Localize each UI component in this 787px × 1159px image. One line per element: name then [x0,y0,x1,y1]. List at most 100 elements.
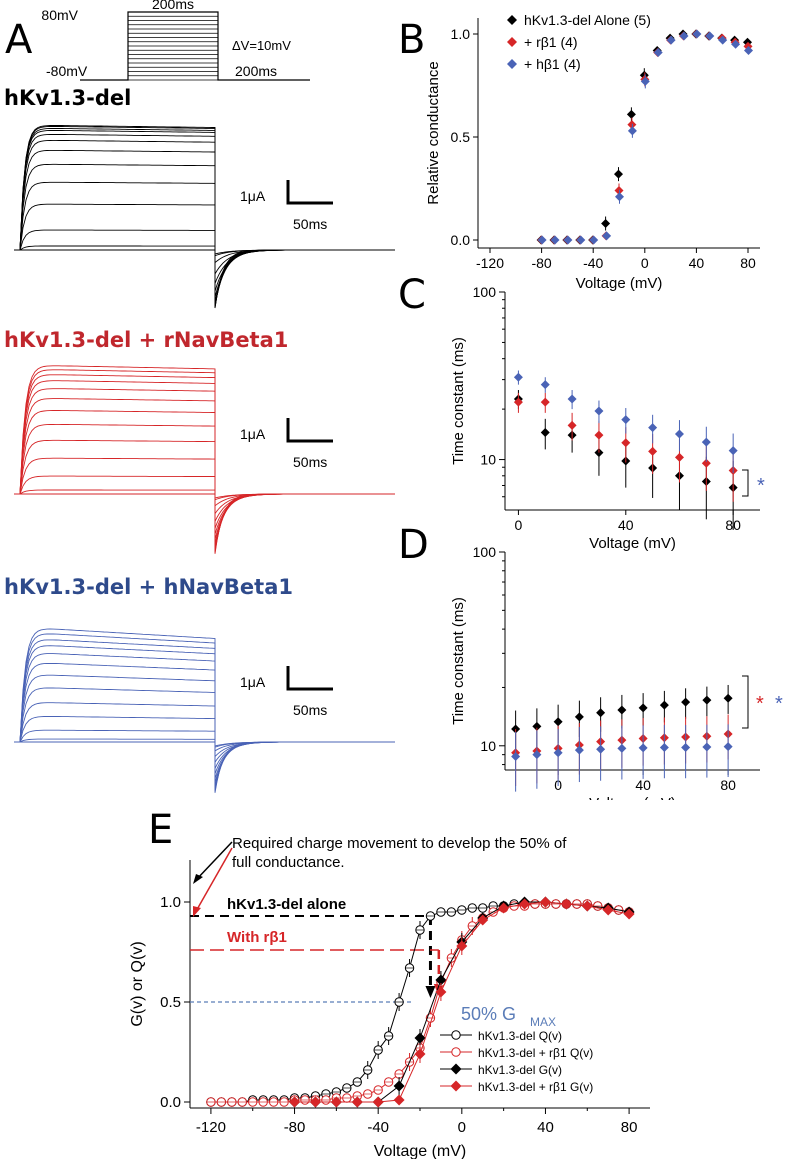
data-point [372,1096,384,1108]
series-2 [537,29,753,245]
trace-family-2 [14,628,395,793]
data-point [718,35,728,45]
data-point [589,235,599,245]
chart-b-conductance: -120 -80 -40 0 40 80 0.0 0.5 1.0 Voltage (mV) Rela… [425,12,760,292]
data-point [553,748,563,758]
voltage-protocol: 80mV -80mV 200ms ΔV=10mV 200ms [41,0,310,81]
legend-label: + hβ1 (4) [524,56,581,72]
data-point [414,1048,426,1060]
arrow-head-icon [193,906,201,917]
panel-label-c: C [398,272,426,318]
data-point [638,743,648,753]
scale-bar-1: 1μA 50ms [240,180,333,232]
data-point [723,693,733,703]
legend-label: hKv1.3-del + rβ1 G(v) [478,1080,593,1094]
significance-star-blue: * [757,475,765,497]
data-point [627,126,637,136]
data-point [626,109,636,119]
trace-sweep [14,493,395,499]
annotation-alone: hKv1.3-del alone [227,896,346,913]
x-tick-label: 80 [740,255,756,271]
panel-label-d: D [398,522,429,568]
annotation-half-gmax: 50% G [461,1004,516,1024]
y-axis-label: Time constant (ms) [450,597,467,725]
data-point [539,896,551,908]
data-point [393,1080,405,1092]
data-point [540,397,550,407]
data-point [705,31,715,41]
data-point [638,703,648,713]
trace-sweep [14,249,395,255]
data-point [594,430,604,440]
x-tick-label: 40 [689,255,705,271]
x-axis-label: Voltage (mV) [589,535,676,552]
svg-text:1μA: 1μA [240,188,266,204]
svg-text:50ms: 50ms [293,216,327,232]
data-point [596,744,606,754]
data-point [567,420,577,430]
x-tick-label: 0 [515,517,523,533]
x-tick-label: 40 [537,1119,554,1136]
annotation-with-beta: With rβ1 [227,929,287,946]
data-point [537,235,547,245]
data-point [648,446,658,456]
significance-star-blue: * [775,693,783,715]
y-tick-label: 0.5 [160,994,181,1011]
legend-marker [507,15,517,25]
data-point [576,235,586,245]
legend-label: hKv1.3-del Q(v) [478,1029,562,1043]
panel-label-a: A [5,17,33,63]
x-tick-label: -80 [284,1119,306,1136]
legend-marker [451,1047,461,1057]
data-point [553,717,563,727]
trace-title-hbeta1: hKv1.3-del + hNavBeta1 [4,575,293,599]
data-point [581,900,593,912]
data-point [519,898,531,910]
y-tick-label: 1.0 [451,26,471,42]
data-point [498,902,510,914]
data-point [540,380,550,390]
data-point [532,750,542,760]
y-tick-label: 1.0 [160,894,181,911]
data-point [692,29,702,39]
data-point [532,721,542,731]
data-point [679,31,689,41]
y-tick-label: 100 [473,544,497,560]
data-point [574,712,584,722]
data-point [393,1094,405,1106]
data-point [596,708,606,718]
protocol-vhigh: 80mV [41,7,78,23]
data-point [456,940,468,952]
svg-text:50ms: 50ms [293,454,327,470]
x-tick-label: 40 [635,777,651,793]
legend-label: hKv1.3-del + rβ1 Q(v) [478,1046,593,1060]
series-2 [513,370,738,474]
scale-bar-2: 1μA 50ms [240,418,333,470]
y-tick-label: 0.0 [160,1094,181,1111]
legend-marker [507,59,517,69]
trace-family-1 [14,365,395,554]
series-3 [289,896,635,1108]
data-point [701,458,711,468]
panel-label-b: B [398,17,426,63]
y-tick-label: 0.5 [451,129,471,145]
data-point [744,45,753,55]
svg-text:1μA: 1μA [240,426,266,442]
arrow-head-icon [193,874,203,884]
legend-marker [450,1080,462,1092]
data-point [435,986,447,998]
data-point [330,1096,342,1108]
x-tick-label: -80 [531,255,551,271]
svg-text:50ms: 50ms [293,702,327,718]
data-point [702,695,712,705]
data-point [414,1032,426,1044]
data-point [617,705,627,715]
x-tick-label: 80 [621,1119,638,1136]
data-point [574,745,584,755]
y-axis-label: Time constant (ms) [450,337,467,465]
current-traces [14,125,395,793]
data-point [674,429,684,439]
legend-marker [507,37,517,47]
